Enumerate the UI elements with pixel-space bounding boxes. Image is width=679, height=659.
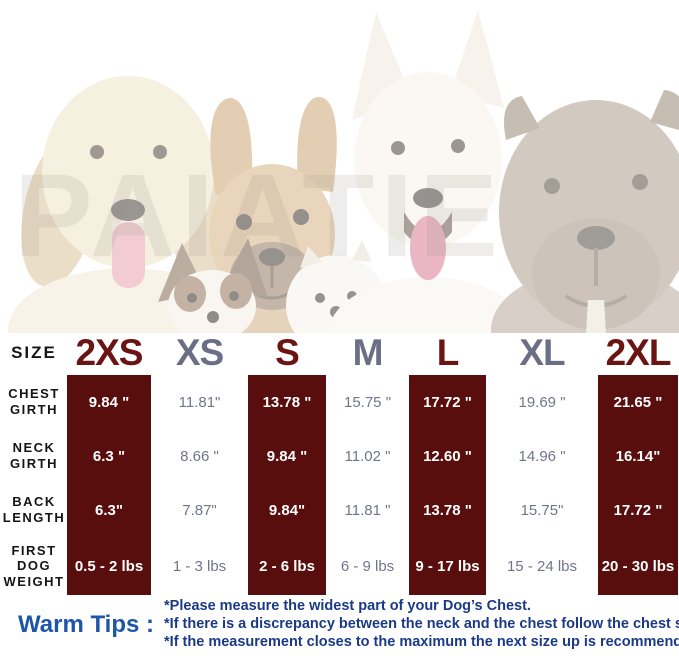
chest-girth-m: 15.75 " (343, 393, 392, 411)
column-header-xs: XS (175, 331, 224, 373)
chest-girth-xl: 19.69 " (518, 393, 566, 411)
back-length-2xl: 17.72 " (598, 483, 678, 537)
papillon-puppy-photo (158, 238, 268, 333)
weight-m: 6 - 9 lbs (340, 557, 395, 575)
golden-retriever-photo (8, 76, 248, 333)
row-label-chest-girth: CHEST GIRTH (8, 386, 60, 417)
row-label-back-length: BACK LENGTH (2, 494, 66, 525)
weight-xl: 15 - 24 lbs (506, 557, 578, 575)
brand-watermark: PAIATIE (14, 150, 504, 282)
warm-tips-section: Warm Tips : *Please measure the widest p… (18, 598, 679, 651)
white-shepherd-photo (328, 10, 528, 333)
back-length-l: 13.78 " (409, 483, 486, 537)
column-header-2xl: 2XL (605, 331, 672, 373)
warm-tip-3: *If the measurement closes to the maximu… (164, 634, 679, 651)
weight-2xl: 20 - 30 lbs (598, 537, 678, 595)
neck-girth-l: 12.60 " (409, 429, 486, 483)
size-table: SIZE 2XS XS S M L XL 2XL CHEST GIRTH 9.8… (1, 330, 678, 595)
dog-photos-banner: PAIATIE (8, 10, 679, 333)
warm-tip-1: *Please measure the widest part of your … (164, 598, 531, 614)
chest-girth-xs: 11.81" (178, 393, 221, 411)
size-header-label: SIZE (11, 342, 57, 362)
back-length-xl: 15.75" (520, 501, 564, 519)
neck-girth-s: 9.84 " (248, 429, 326, 483)
neck-girth-m: 11.02 " (344, 447, 391, 465)
chest-girth-2xl: 21.65 " (598, 375, 678, 429)
warm-tip-2: *If there is a discrepancy between the n… (164, 616, 679, 633)
neck-girth-xs: 8.66 " (180, 447, 219, 465)
warm-tips-label: Warm Tips : (18, 610, 155, 638)
neck-girth-2xl: 16.14" (598, 429, 678, 483)
dog-photos-illustration (8, 10, 679, 333)
weight-l: 9 - 17 lbs (409, 537, 486, 595)
weight-xs: 1 - 3 lbs (172, 557, 227, 575)
column-header-l: L (436, 331, 460, 373)
neck-girth-xl: 14.96 " (518, 447, 566, 465)
chest-girth-s: 13.78 " (248, 375, 326, 429)
warm-tips-list: *Please measure the widest part of your … (164, 598, 679, 651)
row-label-first-dog-weight: FIRST DOG WEIGHT (3, 542, 65, 589)
back-length-xs: 7.87" (182, 501, 217, 519)
weight-2xs: 0.5 - 2 lbs (67, 537, 151, 595)
back-length-m: 11.81 " (344, 501, 391, 519)
cane-corso-photo (491, 90, 679, 333)
neck-girth-2xs: 6.3 " (67, 429, 151, 483)
column-header-2xs: 2XS (75, 331, 144, 373)
column-header-s: S (275, 331, 300, 373)
column-header-m: M (352, 331, 384, 373)
weight-s: 2 - 6 lbs (248, 537, 326, 595)
back-length-2xs: 6.3" (67, 483, 151, 537)
row-label-neck-girth: NECK GIRTH (10, 440, 58, 471)
column-header-xl: XL (519, 331, 565, 373)
back-length-s: 9.84" (248, 483, 326, 537)
chest-girth-2xs: 9.84 " (67, 375, 151, 429)
chest-girth-l: 17.72 " (409, 375, 486, 429)
